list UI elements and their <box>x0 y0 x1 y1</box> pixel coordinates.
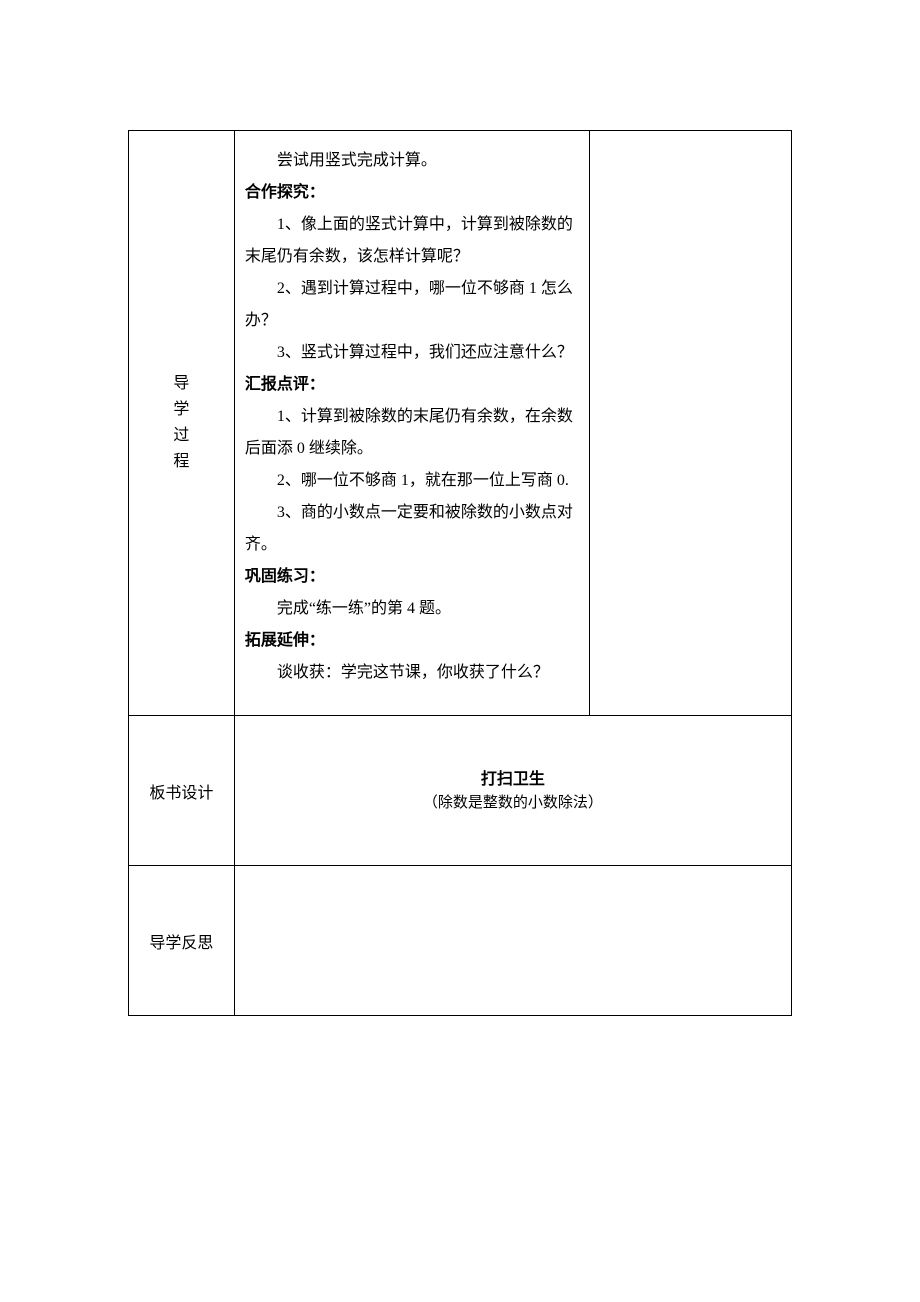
body-text: 3、竖式计算过程中，我们还应注意什么？ <box>245 337 580 369</box>
process-content-cell: 尝试用竖式完成计算。 合作探究： 1、像上面的竖式计算中，计算到被除数的末尾仍有… <box>234 131 590 716</box>
board-design-row: 板书设计 打扫卫生 （除数是整数的小数除法） <box>129 716 792 866</box>
section-heading: 拓展延伸： <box>245 625 580 657</box>
reflection-label: 导学反思 <box>149 935 213 952</box>
board-subtitle: （除数是整数的小数除法） <box>245 792 781 814</box>
body-text: 1、计算到被除数的末尾仍有余数，在余数后面添 0 继续除。 <box>245 401 580 465</box>
body-text: 2、遇到计算过程中，哪一位不够商 1 怎么办？ <box>245 273 580 337</box>
process-row: 导 学 过 程 尝试用竖式完成计算。 合作探究： 1、像上面的竖式计算中，计算到… <box>129 131 792 716</box>
process-label: 导 学 过 程 <box>129 371 234 475</box>
section-heading: 巩固练习： <box>245 561 580 593</box>
body-text: 2、哪一位不够商 1，就在那一位上写商 0. <box>245 465 580 497</box>
body-text: 尝试用竖式完成计算。 <box>245 145 580 177</box>
board-design-label-cell: 板书设计 <box>129 716 235 866</box>
reflection-label-cell: 导学反思 <box>129 866 235 1016</box>
reflection-content-cell <box>234 866 791 1016</box>
process-label-char: 学 <box>129 397 234 423</box>
process-label-char: 过 <box>129 423 234 449</box>
section-heading: 汇报点评： <box>245 369 580 401</box>
process-notes-cell <box>590 131 792 716</box>
process-label-cell: 导 学 过 程 <box>129 131 235 716</box>
body-text: 3、商的小数点一定要和被除数的小数点对齐。 <box>245 497 580 561</box>
body-text: 1、像上面的竖式计算中，计算到被除数的末尾仍有余数，该怎样计算呢？ <box>245 209 580 273</box>
lesson-plan-table: 导 学 过 程 尝试用竖式完成计算。 合作探究： 1、像上面的竖式计算中，计算到… <box>128 130 792 1016</box>
section-heading: 合作探究： <box>245 177 580 209</box>
body-text: 谈收获：学完这节课，你收获了什么？ <box>245 657 580 689</box>
board-title: 打扫卫生 <box>245 768 781 792</box>
reflection-row: 导学反思 <box>129 866 792 1016</box>
board-design-label: 板书设计 <box>149 785 213 802</box>
process-label-char: 程 <box>129 449 234 475</box>
process-label-char: 导 <box>129 371 234 397</box>
body-text: 完成“练一练”的第 4 题。 <box>245 593 580 625</box>
board-design-content-cell: 打扫卫生 （除数是整数的小数除法） <box>234 716 791 866</box>
